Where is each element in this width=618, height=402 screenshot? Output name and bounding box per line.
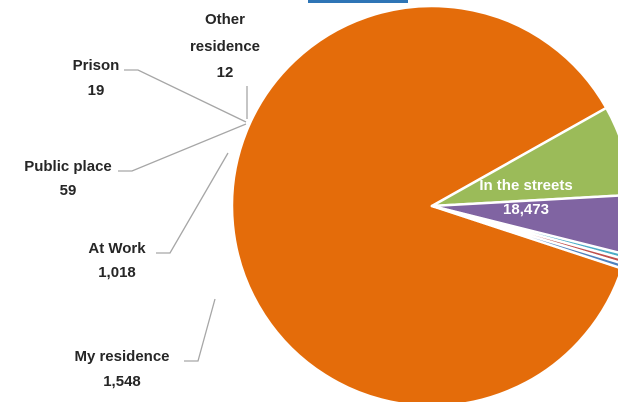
data-label-prison-name: Prison xyxy=(73,57,120,74)
data-label-prison-value: 19 xyxy=(88,82,105,99)
data-label-in-the-streets-value: 18,473 xyxy=(503,201,549,218)
slice-in-the-streets xyxy=(230,4,618,402)
leader-line-prison xyxy=(124,69,247,123)
data-label-my-residence-value: 1,548 xyxy=(103,373,141,390)
data-label-public-place-value: 59 xyxy=(60,182,77,199)
leader-line-public-place xyxy=(118,123,247,172)
leader-line-at-work xyxy=(156,152,229,254)
data-label-other-residence-value: 12 xyxy=(217,64,234,81)
top-accent-bar xyxy=(308,0,408,3)
data-label-public-place-name: Public place xyxy=(24,158,112,175)
pie-slices xyxy=(230,4,618,402)
data-label-other-residence-name-line1: Other xyxy=(205,11,245,28)
data-label-at-work-value: 1,018 xyxy=(98,264,136,281)
leader-line-my-residence xyxy=(184,298,216,362)
data-label-other-residence-name-line2: residence xyxy=(190,38,260,55)
data-label-in-the-streets-name: In the streets xyxy=(479,177,572,194)
slice-at-work xyxy=(430,194,618,254)
leader-lines xyxy=(118,69,248,362)
slice-my-residence xyxy=(430,106,618,208)
data-label-at-work-name: At Work xyxy=(88,240,146,257)
data-label-my-residence-name: My residence xyxy=(74,348,169,365)
slice-labels: In the streets 18,473 My residence 1,548 At … xyxy=(24,11,572,390)
